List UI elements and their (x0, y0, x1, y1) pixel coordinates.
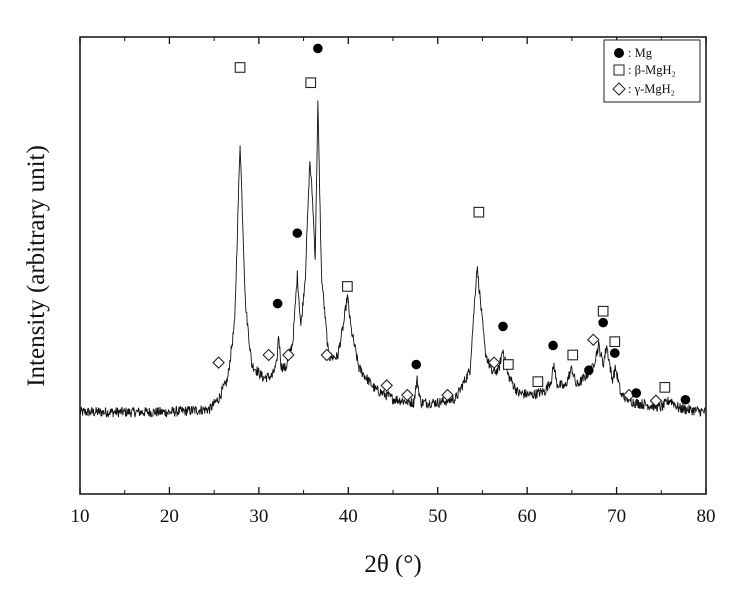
gamma-mgh2-peak-marker (282, 348, 295, 362)
gamma-mgh2-peak-marker (320, 348, 334, 362)
x-axis-title: 2θ (°) (364, 551, 421, 578)
mg-peak-marker (272, 298, 283, 309)
beta-mgh2-peak-marker (567, 349, 579, 361)
gamma-mgh2-peak-marker (649, 394, 663, 407)
peak-markers-group (212, 43, 691, 407)
gamma-mgh2-peak-marker (587, 333, 600, 347)
mg-peak-marker (609, 348, 620, 358)
x-tick-label: 50 (428, 506, 447, 527)
x-tick-label: 40 (339, 506, 358, 527)
plot-frame (79, 36, 707, 495)
legend-marker-beta-mgh2 (613, 64, 625, 76)
x-tick-label: 80 (697, 506, 716, 527)
plot-frame-group (79, 36, 707, 495)
gamma-mgh2-peak-marker (262, 348, 275, 362)
beta-mgh2-peak-marker (342, 281, 353, 292)
legend-label-beta-mgh2: : β-MgH₂ (628, 63, 676, 77)
beta-mgh2-peak-marker (473, 206, 485, 218)
mg-peak-marker (498, 321, 508, 332)
spectrum-group (79, 100, 707, 418)
gamma-mgh2-peak-marker (487, 356, 501, 369)
mg-peak-marker (548, 340, 558, 351)
beta-mgh2-peak-marker (234, 62, 246, 73)
legend: : Mg : β-MgH₂ : γ-MgH₂ (603, 39, 701, 103)
xrd-spectrum-line (79, 100, 707, 418)
mg-peak-marker (598, 317, 608, 328)
mg-peak-marker (631, 388, 642, 398)
beta-mgh2-peak-marker (609, 336, 621, 348)
mg-peak-marker (292, 228, 303, 238)
x-tick-label: 30 (249, 506, 268, 527)
beta-mgh2-peak-marker (597, 305, 609, 317)
legend-label-gamma-mgh2: : γ-MgH₂ (628, 82, 675, 96)
x-tick-label: 10 (71, 506, 90, 527)
mg-peak-marker (411, 359, 422, 370)
legend-marker-gamma-mgh2 (612, 82, 626, 96)
axis-ticks-group: 10 20 30 40 50 60 70 80 (71, 37, 716, 527)
mg-peak-marker (680, 394, 691, 405)
beta-mgh2-peak-marker (305, 77, 317, 89)
gamma-mgh2-peak-marker (441, 388, 454, 402)
legend-marker-mg (614, 48, 624, 58)
gamma-mgh2-peak-marker (380, 379, 394, 392)
x-tick-label: 60 (518, 506, 537, 527)
x-tick-label: 70 (607, 506, 626, 527)
y-axis-title: Intensity (arbitrary unit) (23, 145, 50, 387)
gamma-mgh2-peak-marker (401, 388, 414, 402)
gamma-mgh2-peak-marker (212, 356, 225, 369)
legend-label-mg: : Mg (628, 46, 653, 60)
beta-mgh2-peak-marker (659, 382, 671, 393)
beta-mgh2-peak-marker (503, 359, 514, 370)
mg-peak-marker (584, 365, 594, 376)
beta-mgh2-peak-marker (532, 376, 544, 388)
x-tick-label: 20 (160, 506, 179, 527)
mg-peak-marker (313, 43, 323, 54)
